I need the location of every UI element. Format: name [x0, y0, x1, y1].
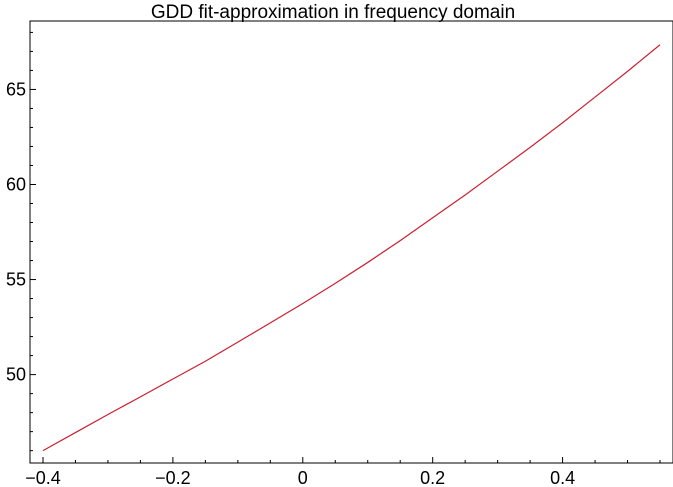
- gdd-fit-curve: [42, 44, 661, 452]
- y-tick-label: 65: [6, 79, 26, 99]
- chart-title: GDD fit-approximation in frequency domai…: [151, 2, 515, 23]
- y-tick-label: 55: [6, 270, 26, 290]
- x-axis: −0.4 −0.2 0 0.2 0.4: [25, 457, 661, 487]
- x-tick-label: 0.4: [550, 468, 575, 487]
- plot-frame: [29, 20, 673, 464]
- x-tick-label: 0.2: [420, 468, 445, 487]
- series-layer: [42, 44, 661, 452]
- x-tick-label: 0: [298, 468, 308, 487]
- x-tick-label: −0.4: [25, 468, 61, 487]
- y-tick-label: 50: [6, 365, 26, 385]
- y-axis: 50 55 60 65: [6, 31, 36, 452]
- x-tick-label: −0.2: [155, 468, 191, 487]
- y-tick-label: 60: [6, 174, 26, 194]
